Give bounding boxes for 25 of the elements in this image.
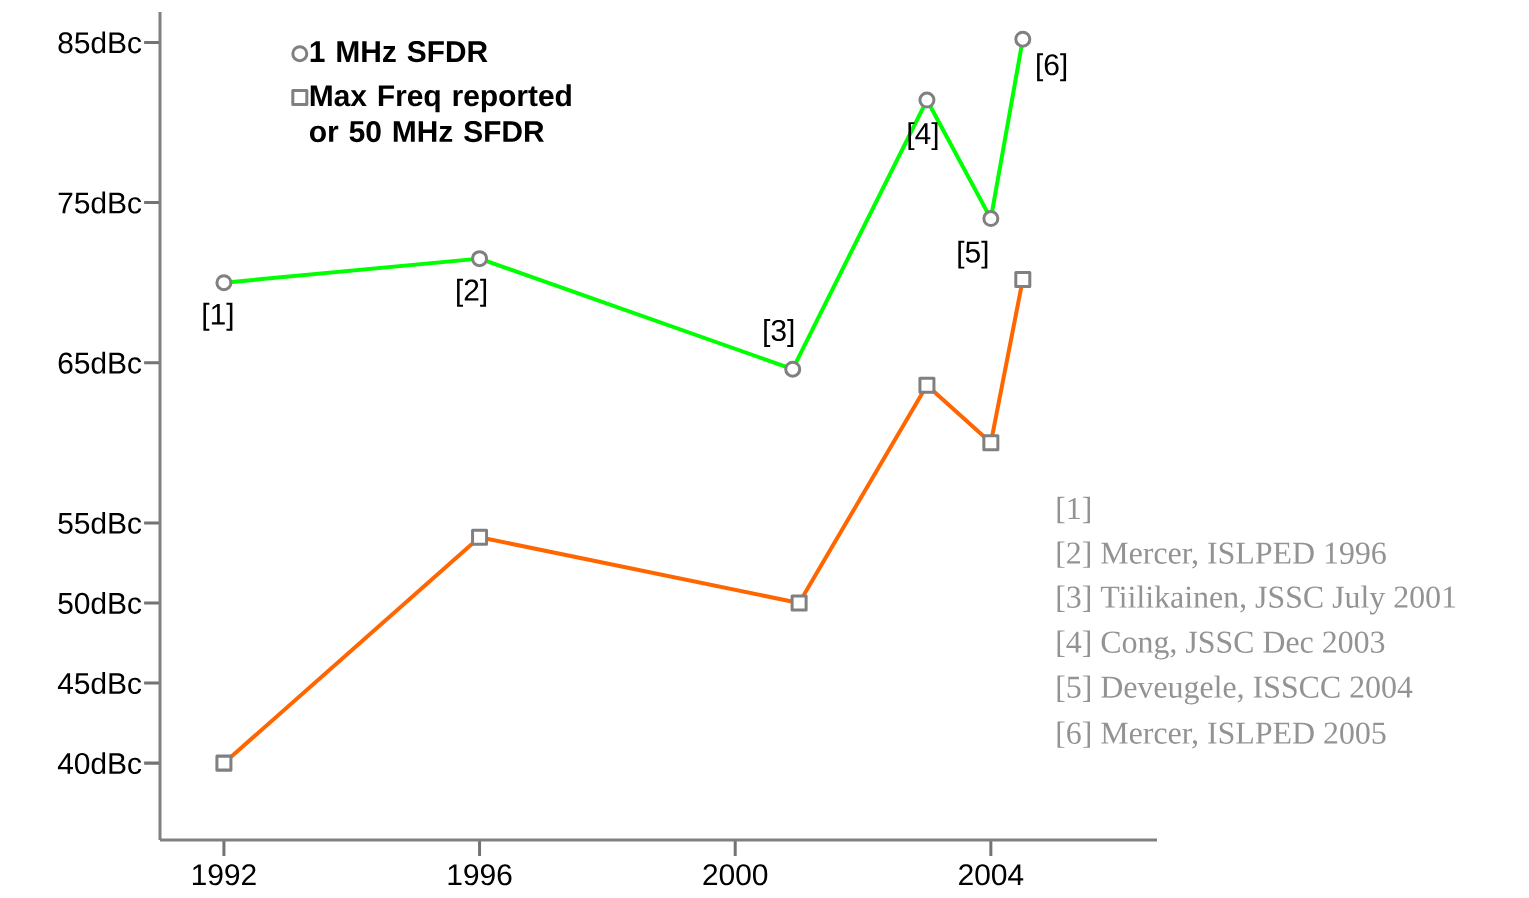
annotation: [3] [764,319,794,347]
annotation: [1] [203,302,233,331]
y-tick-label: 75dBc [58,191,142,214]
annotation: [1] [1057,496,1090,524]
y-tick-label: 55dBc [58,511,142,534]
annotation: [2] Mercer, ISLPED 1996 [1057,541,1386,569]
x-tick-label: 1992 [192,864,256,886]
legend-label: Max Freq reported or 50 MHz SFDR [309,84,571,143]
y-tick-label: 65dBc [58,351,142,374]
annotation: [4] [908,122,938,151]
annotation: [6] [1037,53,1067,82]
x-tick-label: 2004 [959,864,1024,886]
annotation: [6] Mercer, ISLPED 2005 [1057,721,1386,749]
y-tick-label: 50dBc [58,591,142,614]
x-tick-label: 2000 [703,864,768,886]
y-tick-label: 45dBc [57,672,142,695]
x-tick-label: 1996 [448,864,512,886]
annotation: [5] [958,240,988,269]
legend-label: 1 MHz SFDR [310,41,488,63]
y-tick-label: 40dBc [57,752,142,775]
annotation: [3] Tiilikainen, JSSC July 2001 [1057,585,1456,615]
annotation: [2] [457,278,487,307]
y-tick-label: 85dBc [58,31,142,54]
annotation: [4] Cong, JSSC Dec 2003 [1057,630,1385,660]
annotation: [5] Deveugele, ISSCC 2004 [1057,675,1413,705]
